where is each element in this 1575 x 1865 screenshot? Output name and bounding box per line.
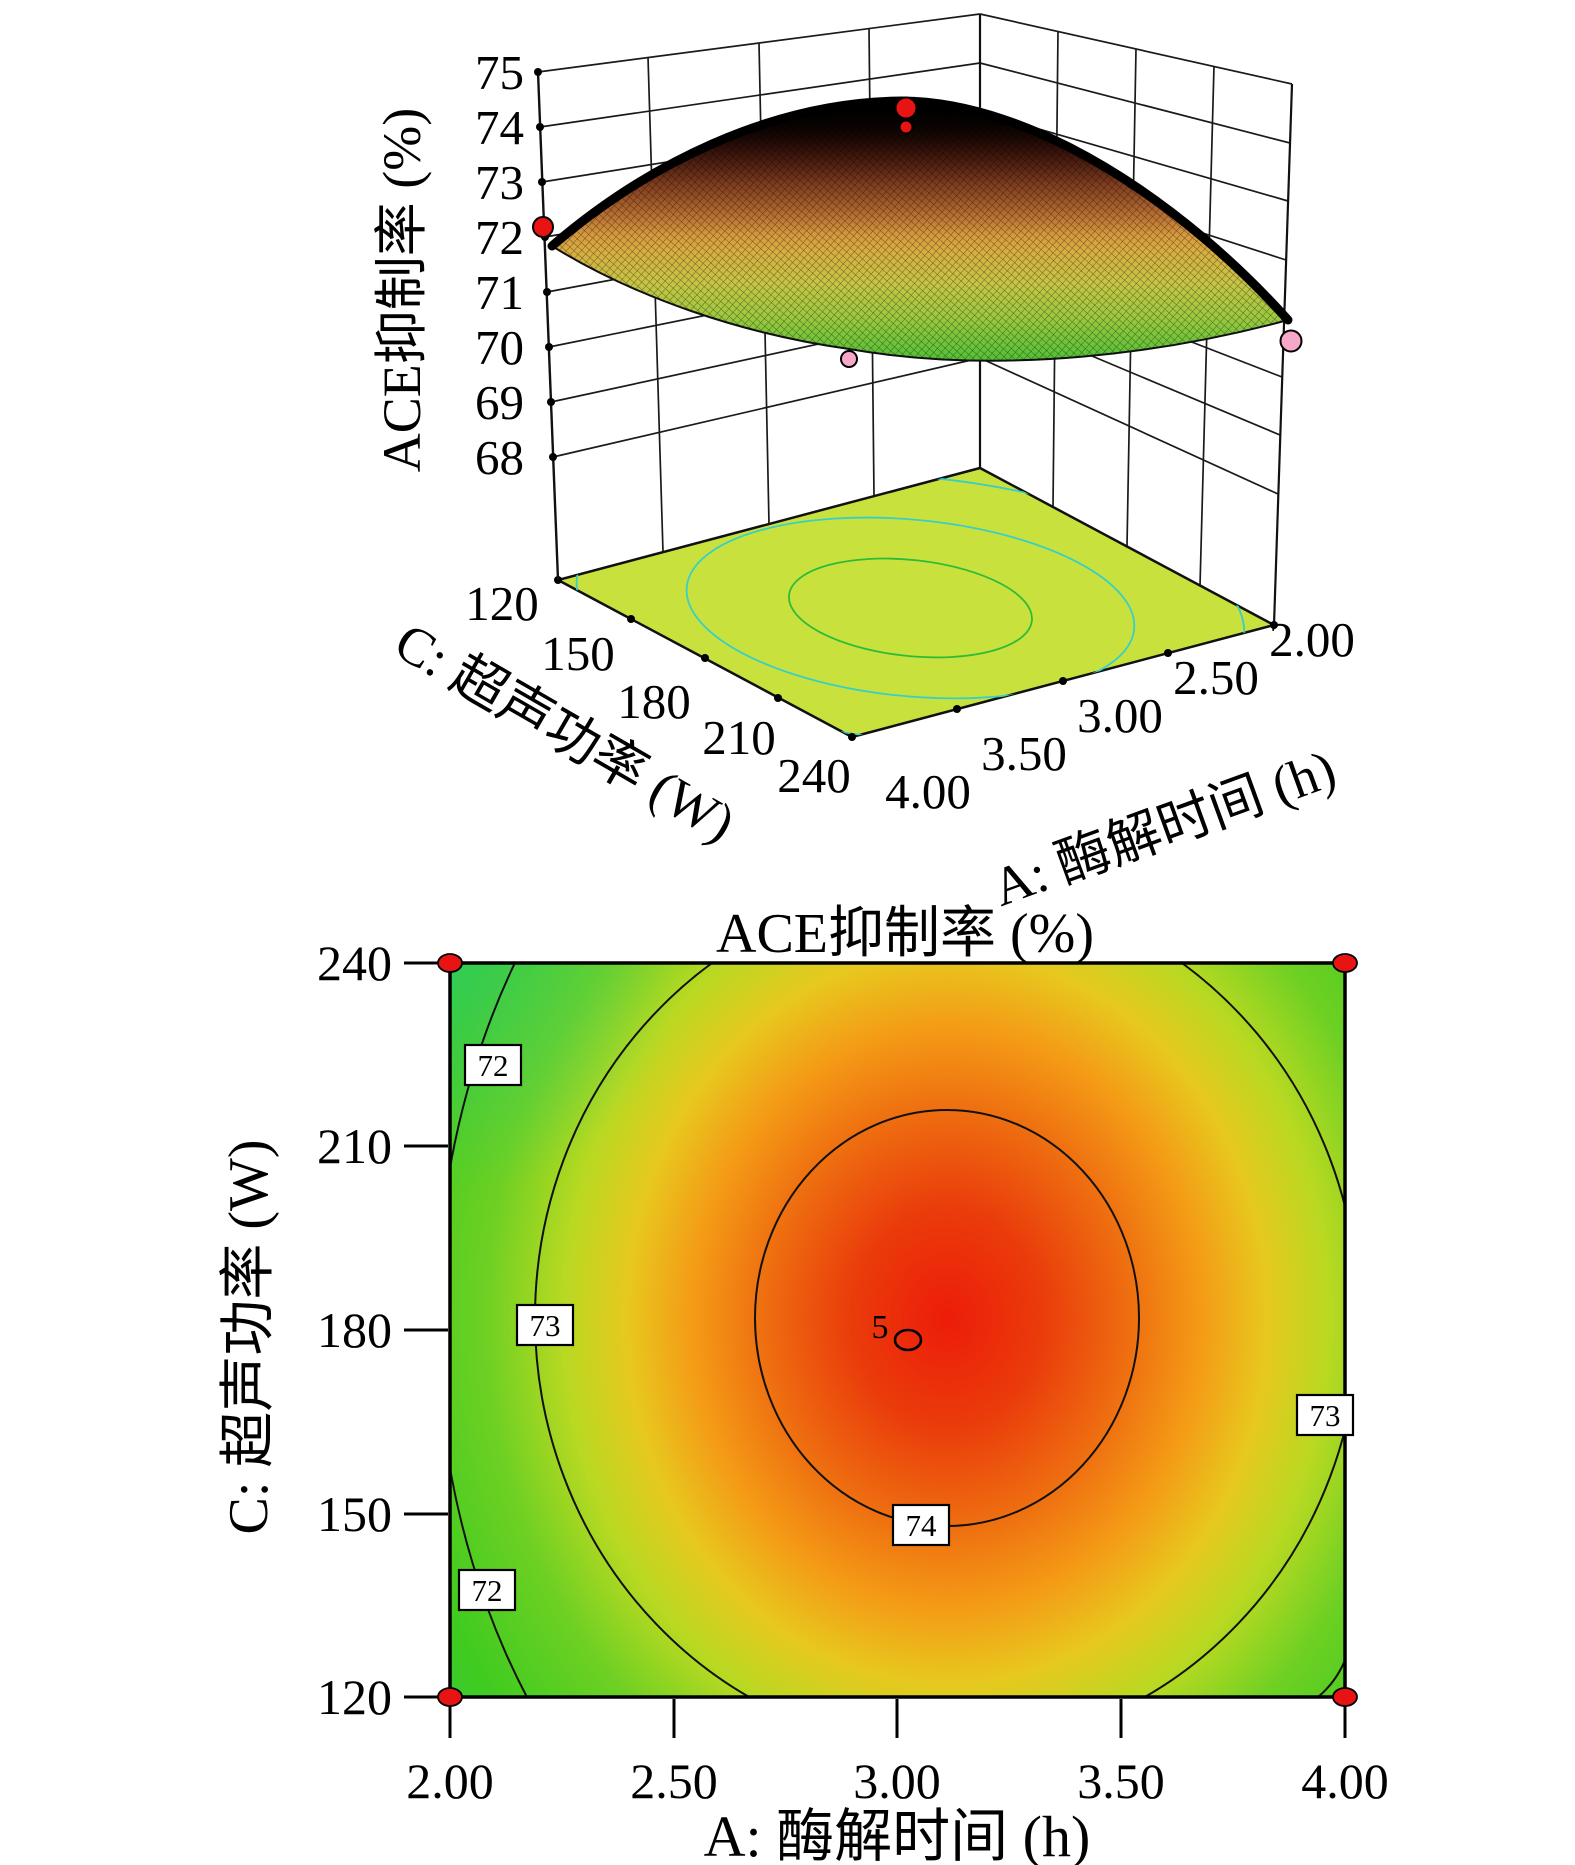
contour-x-axis-title: A: 酶解时间 (h) bbox=[704, 1804, 1091, 1865]
x-tick-200: 2.00 bbox=[406, 1753, 494, 1809]
c-tick-180: 180 bbox=[617, 674, 691, 729]
y-tick-marks bbox=[404, 961, 448, 1699]
center-point-marker: 5 bbox=[872, 1309, 923, 1352]
contour-label-73-left: 73 bbox=[515, 1303, 575, 1347]
design-points-3d bbox=[532, 96, 1303, 368]
design-point-red-apex bbox=[894, 96, 918, 120]
contour-teal-corner-tint bbox=[450, 963, 1345, 1697]
contour-y-axis-title: C: 超声功率 (W) bbox=[218, 1139, 280, 1534]
contour-x-tick-labels: 2.00 2.50 3.00 3.50 4.00 bbox=[406, 1753, 1389, 1809]
floor-contour-74 bbox=[739, 541, 1082, 676]
z-tick-labels: 75 74 73 72 71 70 69 68 bbox=[475, 45, 524, 485]
x-tick-350: 3.50 bbox=[1077, 1753, 1165, 1809]
design-point-pink-front bbox=[840, 350, 858, 368]
contour-label-text: 72 bbox=[472, 1573, 503, 1608]
z-tick-72: 72 bbox=[475, 210, 524, 265]
contour-label-text: 73 bbox=[530, 1308, 561, 1343]
response-surface bbox=[547, 96, 1293, 362]
corner-point-bottom-right bbox=[1332, 1687, 1358, 1707]
contour-title: ACE抑制率 (%) bbox=[716, 903, 1094, 965]
contour-value-labels: 72 73 72 74 73 bbox=[457, 1043, 1355, 1612]
contour-y-tick-labels: 240 210 180 150 120 bbox=[317, 935, 392, 1725]
y-tick-150: 150 bbox=[317, 1486, 392, 1542]
x-tick-marks bbox=[448, 1699, 1347, 1738]
c-tick-150: 150 bbox=[541, 626, 615, 681]
contour-label-72-upper-left: 72 bbox=[463, 1043, 523, 1087]
corner-point-top-right bbox=[1332, 953, 1358, 973]
contour-label-73-right: 73 bbox=[1295, 1393, 1355, 1437]
a-tick-400: 4.00 bbox=[885, 764, 971, 819]
corner-point-top-left bbox=[437, 953, 463, 973]
c-tick-240: 240 bbox=[777, 748, 851, 803]
contour-label-74-bottom: 74 bbox=[891, 1503, 951, 1547]
a-tick-300: 3.00 bbox=[1077, 688, 1163, 743]
z-tick-71: 71 bbox=[475, 265, 524, 320]
c-tick-120: 120 bbox=[465, 576, 539, 631]
z-tick-74: 74 bbox=[475, 100, 524, 155]
contour-plot-border bbox=[448, 961, 1347, 1699]
a-tick-250: 2.50 bbox=[1173, 650, 1259, 705]
contour-chart: ACE抑制率 (%) bbox=[218, 903, 1389, 1865]
contour-label-text: 72 bbox=[478, 1048, 509, 1083]
a-tick-200: 2.00 bbox=[1269, 612, 1355, 667]
z-tick-68: 68 bbox=[475, 430, 524, 485]
design-point-red-left bbox=[532, 216, 554, 238]
corner-design-points bbox=[437, 953, 1358, 1707]
y-tick-210: 210 bbox=[317, 1118, 392, 1174]
z-tick-69: 69 bbox=[475, 375, 524, 430]
a-tick-350: 3.50 bbox=[981, 726, 1067, 781]
z-axis-title: ACE抑制率 (%) bbox=[372, 108, 432, 472]
center-point-count: 5 bbox=[872, 1309, 889, 1346]
contour-label-text: 73 bbox=[1310, 1398, 1341, 1433]
a-tick-labels-3d: 4.00 3.50 3.00 2.50 2.00 bbox=[885, 612, 1355, 819]
y-tick-180: 180 bbox=[317, 1302, 392, 1358]
z-axis bbox=[534, 68, 560, 581]
y-tick-240: 240 bbox=[317, 935, 392, 991]
x-tick-300: 3.00 bbox=[853, 1753, 941, 1809]
c-tick-210: 210 bbox=[702, 710, 776, 765]
contour-label-text: 74 bbox=[906, 1508, 938, 1543]
design-point-red-apex2 bbox=[898, 119, 914, 135]
x-tick-400: 4.00 bbox=[1301, 1753, 1389, 1809]
y-tick-120: 120 bbox=[317, 1669, 392, 1725]
floor-tick-dots bbox=[554, 576, 1278, 741]
surface3d-chart: 75 74 73 72 71 70 69 68 ACE抑制率 (%) 120 1… bbox=[372, 13, 1355, 918]
z-tick-70: 70 bbox=[475, 320, 524, 375]
surface-mesh-texture bbox=[552, 101, 1288, 361]
center-point-circle bbox=[893, 1328, 923, 1352]
z-tick-73: 73 bbox=[475, 155, 524, 210]
c-tick-labels-3d: 120 150 180 210 240 bbox=[465, 576, 851, 803]
x-tick-250: 2.50 bbox=[630, 1753, 718, 1809]
z-tick-75: 75 bbox=[475, 45, 524, 100]
contour-label-72-lower-left: 72 bbox=[457, 1568, 517, 1612]
design-point-pink-right bbox=[1279, 329, 1303, 353]
corner-point-bottom-left bbox=[437, 1687, 463, 1707]
